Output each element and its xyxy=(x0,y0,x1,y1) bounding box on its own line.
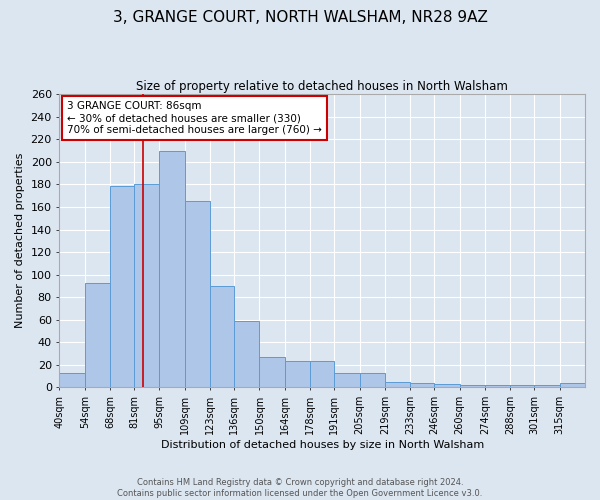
Bar xyxy=(160,150,185,388)
Bar xyxy=(385,382,410,388)
Text: 3, GRANGE COURT, NORTH WALSHAM, NR28 9AZ: 3, GRANGE COURT, NORTH WALSHAM, NR28 9AZ xyxy=(113,10,487,25)
Bar xyxy=(234,321,259,388)
Bar xyxy=(410,383,434,388)
Bar xyxy=(310,362,334,388)
Bar xyxy=(460,385,485,388)
Bar xyxy=(134,184,160,388)
Bar xyxy=(211,286,234,388)
Bar xyxy=(511,385,534,388)
Bar xyxy=(110,186,134,388)
Y-axis label: Number of detached properties: Number of detached properties xyxy=(15,153,25,328)
Bar xyxy=(434,384,460,388)
X-axis label: Distribution of detached houses by size in North Walsham: Distribution of detached houses by size … xyxy=(161,440,484,450)
Bar xyxy=(185,202,211,388)
Bar xyxy=(334,373,359,388)
Bar xyxy=(485,385,511,388)
Bar xyxy=(285,362,310,388)
Bar xyxy=(534,385,560,388)
Bar xyxy=(359,373,385,388)
Bar xyxy=(259,357,285,388)
Text: 3 GRANGE COURT: 86sqm
← 30% of detached houses are smaller (330)
70% of semi-det: 3 GRANGE COURT: 86sqm ← 30% of detached … xyxy=(67,102,322,134)
Text: Contains HM Land Registry data © Crown copyright and database right 2024.
Contai: Contains HM Land Registry data © Crown c… xyxy=(118,478,482,498)
Title: Size of property relative to detached houses in North Walsham: Size of property relative to detached ho… xyxy=(136,80,508,93)
Bar xyxy=(560,383,585,388)
Bar xyxy=(59,373,85,388)
Bar xyxy=(85,282,110,388)
